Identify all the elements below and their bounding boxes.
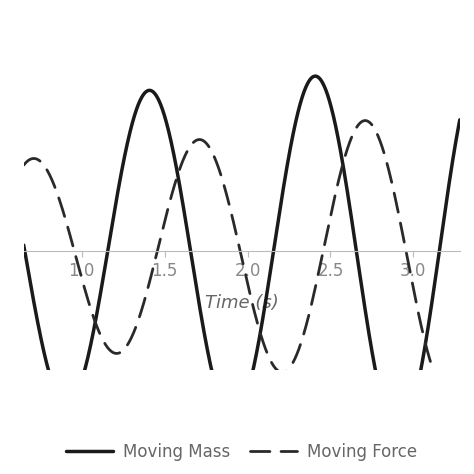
Line: Moving Mass: Moving Mass <box>24 76 460 433</box>
Moving Force <box>207 145 213 151</box>
Moving Force <box>401 240 407 246</box>
Moving Force <box>457 375 463 381</box>
Moving Force <box>445 389 451 394</box>
Moving Mass <box>395 430 401 436</box>
Moving Force <box>21 162 27 168</box>
Moving Mass <box>207 359 213 365</box>
Moving Force <box>188 143 194 148</box>
Moving Mass <box>21 242 27 248</box>
Legend: Moving Mass, Moving Force: Moving Mass, Moving Force <box>60 437 424 468</box>
X-axis label: Time (s): Time (s) <box>205 293 279 311</box>
Moving Force <box>71 245 76 251</box>
Moving Force <box>449 387 455 393</box>
Moving Force <box>362 118 368 123</box>
Moving Mass <box>401 425 407 431</box>
Moving Force <box>97 329 102 335</box>
Moving Mass <box>449 165 455 171</box>
Moving Mass <box>71 397 76 403</box>
Line: Moving Force: Moving Force <box>24 120 460 392</box>
Moving Mass <box>188 250 194 256</box>
Moving Mass <box>97 297 102 303</box>
Moving Mass <box>312 73 318 79</box>
Moving Mass <box>457 117 463 123</box>
